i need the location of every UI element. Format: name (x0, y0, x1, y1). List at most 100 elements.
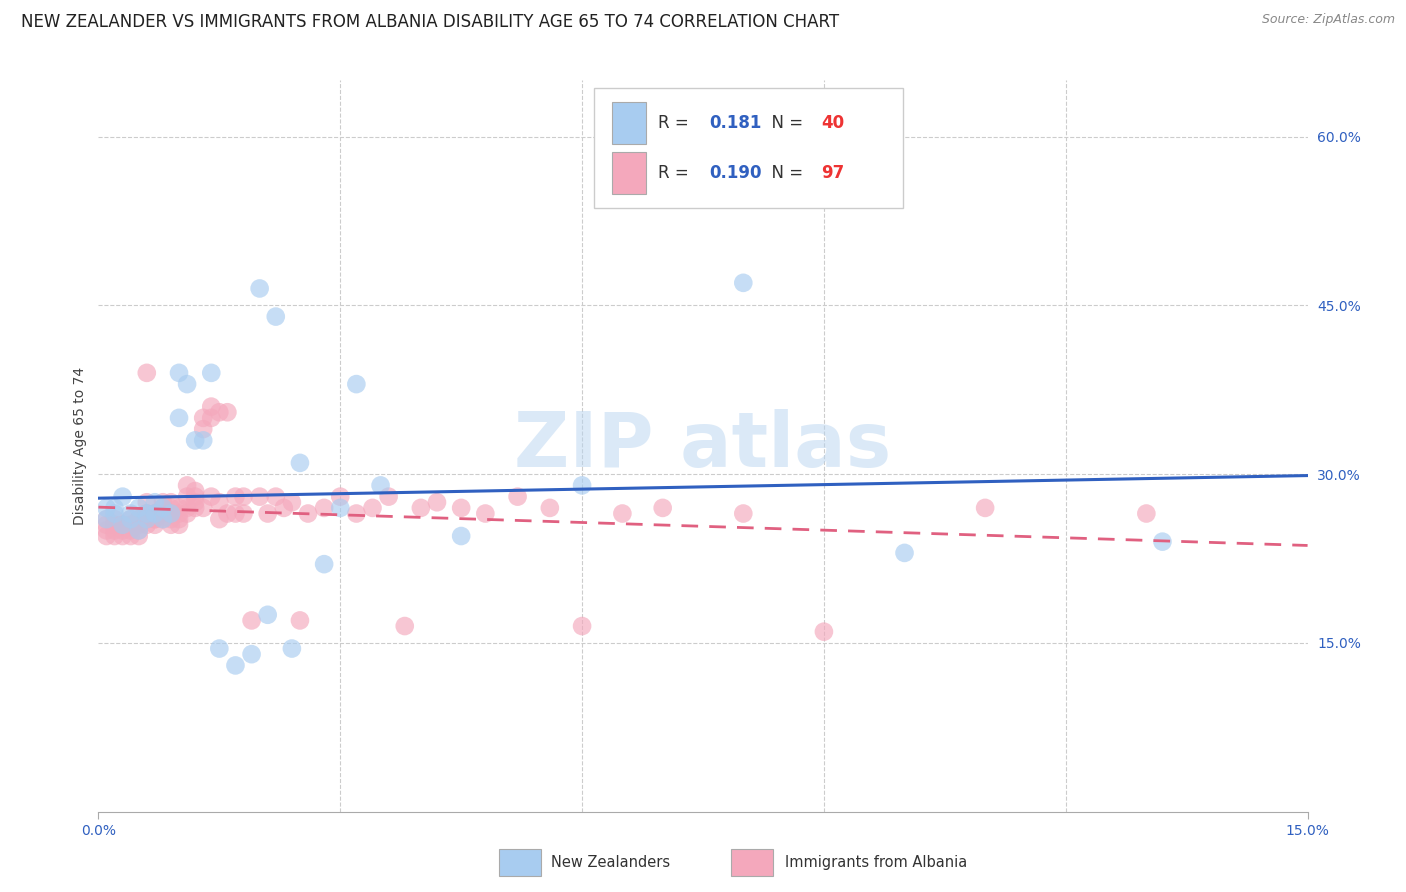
Point (103, 507, 125, 521)
Point (733, 276, 755, 290)
Point (96, 500, 118, 515)
Point (344, 507, 367, 521)
Point (217, 507, 239, 521)
Point (281, 641, 304, 656)
Point (224, 658, 246, 673)
Point (103, 529, 125, 543)
Point (370, 478, 392, 492)
Point (152, 495, 174, 509)
Point (111, 517, 134, 532)
Point (135, 495, 157, 509)
Point (733, 507, 755, 521)
Point (200, 366, 222, 380)
Point (450, 500, 472, 515)
Text: 97: 97 (821, 164, 845, 182)
Point (135, 507, 157, 521)
Point (329, 490, 352, 504)
Point (167, 366, 190, 380)
Point (1135, 507, 1157, 521)
Point (571, 619, 593, 633)
Text: Immigrants from Albania: Immigrants from Albania (785, 855, 967, 870)
Point (96, 512, 118, 526)
Point (184, 495, 207, 509)
Point (256, 607, 278, 622)
Point (120, 512, 142, 526)
Point (160, 517, 183, 532)
Point (208, 512, 231, 526)
Point (135, 366, 157, 380)
Point (506, 490, 529, 504)
Point (184, 483, 207, 498)
Point (314, 557, 336, 571)
Point (152, 507, 174, 521)
Text: 0.190: 0.190 (709, 164, 762, 182)
Point (450, 529, 472, 543)
Point (120, 517, 142, 532)
Text: NEW ZEALANDER VS IMMIGRANTS FROM ALBANIA DISABILITY AGE 65 TO 74 CORRELATION CHA: NEW ZEALANDER VS IMMIGRANTS FROM ALBANIA… (21, 13, 839, 31)
Point (103, 517, 125, 532)
Point (135, 517, 157, 532)
Point (152, 512, 174, 526)
Point (160, 507, 183, 521)
Point (297, 507, 319, 521)
Point (120, 512, 142, 526)
Text: Source: ZipAtlas.com: Source: ZipAtlas.com (1261, 13, 1395, 27)
Point (96, 529, 118, 543)
Point (240, 647, 263, 661)
Point (96, 517, 118, 532)
Point (128, 512, 150, 526)
FancyBboxPatch shape (613, 102, 647, 145)
Point (111, 517, 134, 532)
Point (344, 377, 367, 392)
Point (193, 434, 215, 448)
Point (111, 490, 134, 504)
Point (135, 512, 157, 526)
Point (232, 490, 254, 504)
Point (143, 512, 166, 526)
Point (1152, 534, 1174, 549)
FancyBboxPatch shape (613, 152, 647, 194)
Point (167, 507, 190, 521)
Point (128, 517, 150, 532)
Point (273, 500, 295, 515)
Point (160, 500, 183, 515)
Point (152, 512, 174, 526)
Point (120, 529, 142, 543)
Point (143, 507, 166, 521)
Text: ZIP atlas: ZIP atlas (515, 409, 891, 483)
Point (96, 524, 118, 538)
Point (288, 456, 311, 470)
Point (176, 500, 198, 515)
Point (208, 405, 231, 419)
Point (120, 507, 142, 521)
Point (200, 400, 222, 414)
Point (193, 410, 215, 425)
Text: R =: R = (658, 114, 695, 132)
Point (974, 500, 997, 515)
Point (394, 619, 416, 633)
Point (176, 490, 198, 504)
Point (167, 410, 190, 425)
Text: N =: N = (761, 164, 808, 182)
Text: 40: 40 (821, 114, 845, 132)
Point (281, 495, 304, 509)
Point (208, 495, 231, 509)
Point (208, 641, 231, 656)
Point (193, 422, 215, 436)
Point (135, 507, 157, 521)
Point (224, 490, 246, 504)
Text: N =: N = (761, 114, 808, 132)
Y-axis label: Disability Age 65 to 74: Disability Age 65 to 74 (73, 367, 87, 525)
Point (167, 517, 190, 532)
Point (128, 524, 150, 538)
Point (111, 524, 134, 538)
Point (249, 281, 271, 295)
Text: R =: R = (658, 164, 695, 182)
Point (224, 507, 246, 521)
Point (314, 500, 336, 515)
Point (160, 495, 183, 509)
Point (160, 507, 183, 521)
Point (184, 490, 207, 504)
Point (813, 624, 835, 639)
Point (200, 490, 222, 504)
